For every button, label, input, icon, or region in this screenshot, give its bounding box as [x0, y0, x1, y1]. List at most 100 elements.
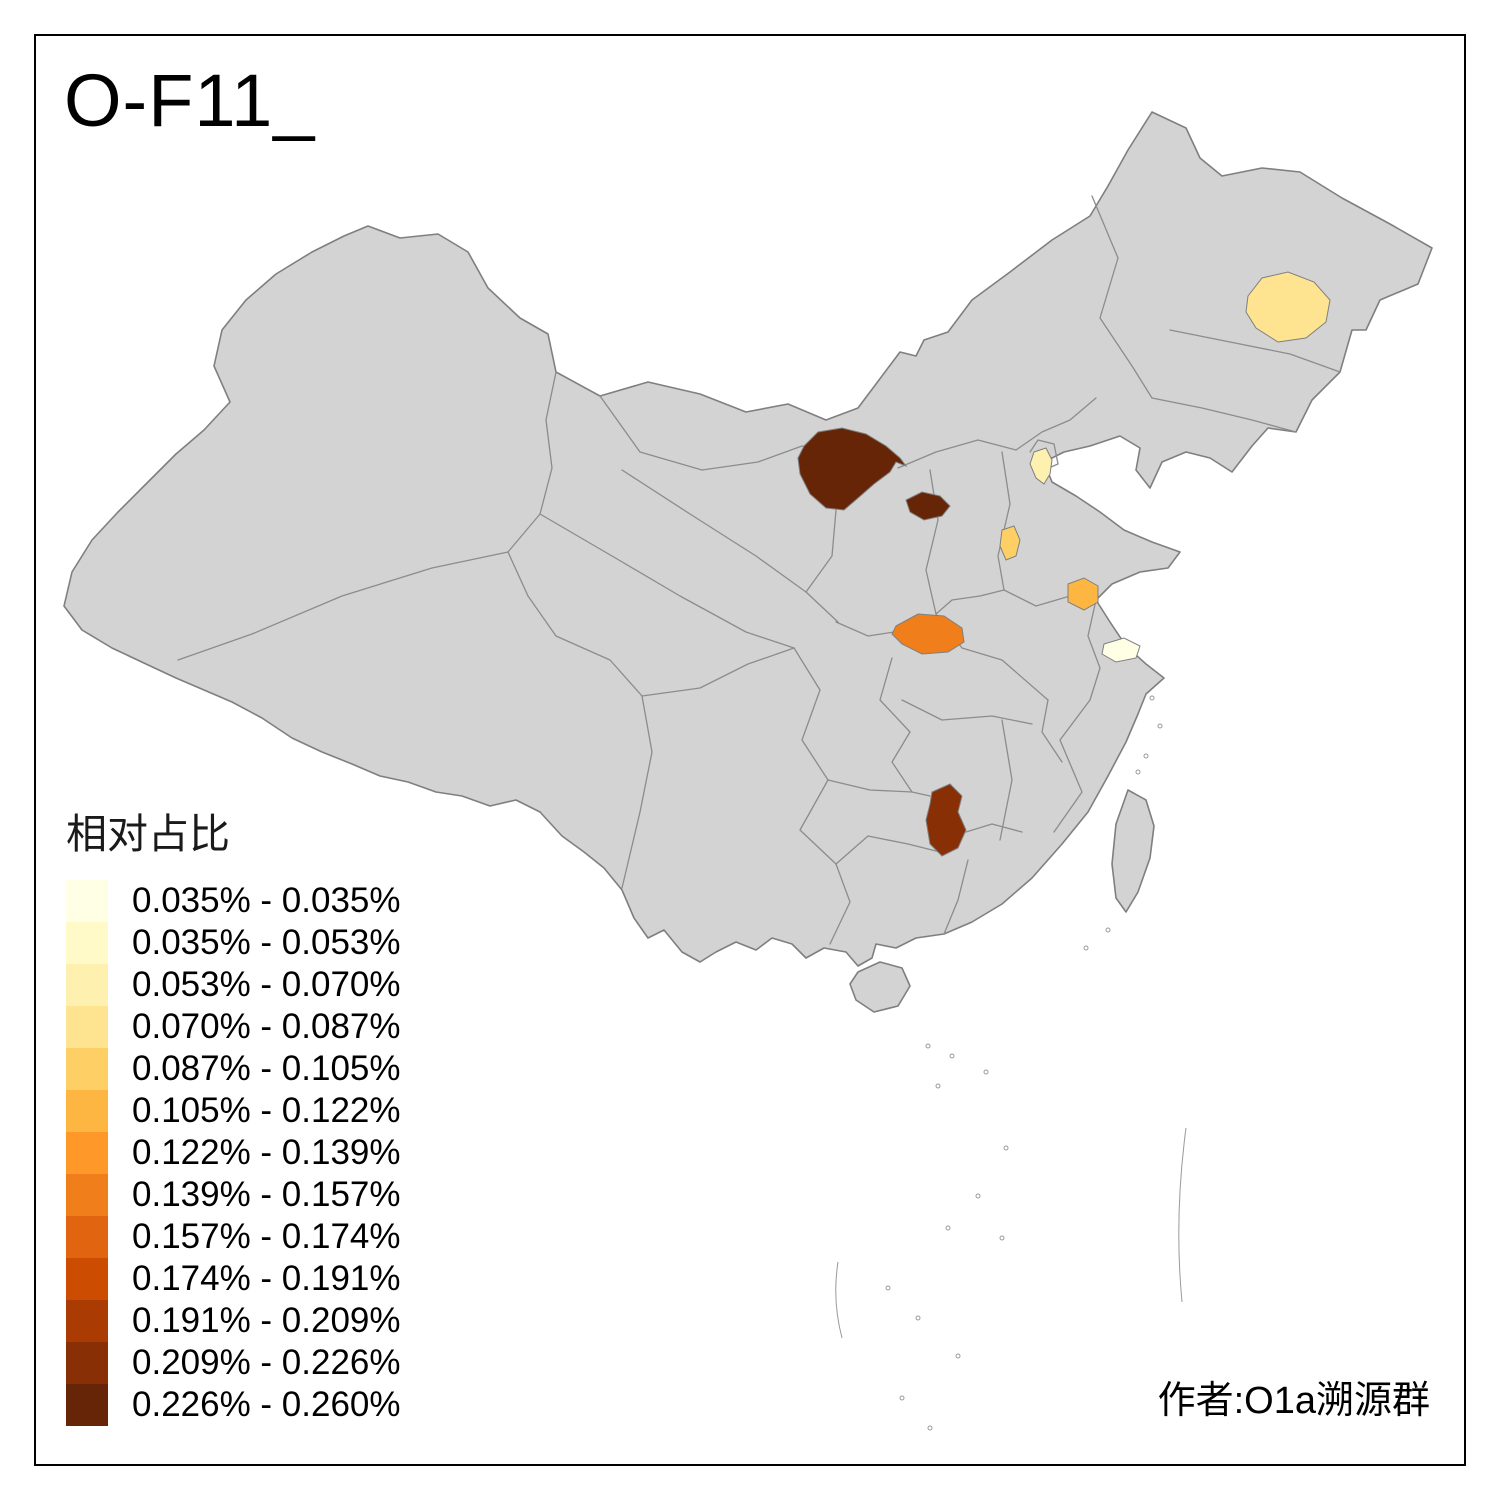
- legend-label: 0.053% - 0.070%: [132, 965, 401, 1004]
- legend-swatch: [66, 1006, 108, 1048]
- islet-dot: [885, 1285, 891, 1291]
- legend-label: 0.122% - 0.139%: [132, 1133, 401, 1172]
- legend-swatch: [66, 1258, 108, 1300]
- legend-label: 0.035% - 0.035%: [132, 881, 401, 920]
- legend-title: 相对占比: [66, 811, 230, 857]
- province-border-line: [965, 823, 1023, 833]
- islet-dot: [1083, 945, 1089, 951]
- province-border-line: [999, 719, 1013, 841]
- province-border-line: [621, 469, 839, 623]
- legend-swatch: [66, 1384, 108, 1426]
- province-border-line: [879, 657, 913, 793]
- legend-row: 0.139% - 0.157%: [66, 1174, 401, 1216]
- region-south-hebei: [999, 525, 1021, 561]
- attribution-text: 作者:O1a溯源群: [1157, 1380, 1430, 1422]
- region-northeast: [1245, 271, 1331, 343]
- legend-label: 0.157% - 0.174%: [132, 1217, 401, 1256]
- legend-row: 0.157% - 0.174%: [66, 1216, 401, 1258]
- province-border-line: [1169, 329, 1341, 373]
- islet-dot: [1157, 723, 1163, 729]
- islet-arc: [1178, 1127, 1187, 1303]
- province-border-line: [943, 859, 969, 935]
- province-border-line: [799, 779, 837, 865]
- province-borders: [177, 195, 1341, 945]
- hainan-island: [849, 961, 911, 1013]
- islet-dot: [999, 1235, 1005, 1241]
- legend-label: 0.209% - 0.226%: [132, 1343, 401, 1382]
- province-border-line: [897, 397, 1097, 469]
- legend-row: 0.122% - 0.139%: [66, 1132, 401, 1174]
- legend-swatch: [66, 1342, 108, 1384]
- province-border-line: [935, 589, 1005, 615]
- province-border-line: [901, 699, 1033, 725]
- legend-row: 0.226% - 0.260%: [66, 1384, 401, 1426]
- legend-label: 0.035% - 0.053%: [132, 923, 401, 962]
- legend-swatch: [66, 880, 108, 922]
- legend-row: 0.087% - 0.105%: [66, 1048, 401, 1090]
- legend-label: 0.087% - 0.105%: [132, 1049, 401, 1088]
- legend-label: 0.191% - 0.209%: [132, 1301, 401, 1340]
- legend-swatch: [66, 1132, 108, 1174]
- province-border-line: [507, 371, 557, 553]
- province-border-line: [507, 551, 643, 697]
- islet-dot: [949, 1053, 955, 1059]
- islet-dot: [927, 1425, 933, 1431]
- legend-row: 0.035% - 0.053%: [66, 922, 401, 964]
- legend-label: 0.139% - 0.157%: [132, 1175, 401, 1214]
- region-guizhou: [925, 783, 967, 857]
- islet-dot: [899, 1395, 905, 1401]
- province-border-line: [1029, 439, 1059, 471]
- legend-label: 0.105% - 0.122%: [132, 1091, 401, 1130]
- province-border-line: [835, 621, 895, 637]
- islet-dot: [935, 1083, 941, 1089]
- region-west-shandong: [1067, 577, 1099, 611]
- legend-row: 0.105% - 0.122%: [66, 1090, 401, 1132]
- legend-swatch: [66, 922, 108, 964]
- plot-title: O-F11_: [64, 59, 316, 142]
- islet-dot: [945, 1225, 951, 1231]
- islet-dot: [1105, 927, 1111, 933]
- legend-row: 0.070% - 0.087%: [66, 1006, 401, 1048]
- province-border-line: [829, 863, 851, 945]
- legend-label: 0.174% - 0.191%: [132, 1259, 401, 1298]
- province-border-line: [793, 647, 829, 781]
- province-border-line: [539, 513, 795, 649]
- islet-dot: [975, 1193, 981, 1199]
- islet-dot: [1135, 769, 1141, 775]
- islet-dot: [1149, 695, 1155, 701]
- legend-row: 0.209% - 0.226%: [66, 1342, 401, 1384]
- province-border-line: [1053, 699, 1091, 833]
- province-border-line: [641, 647, 795, 697]
- legend-row: 0.035% - 0.035%: [66, 880, 401, 922]
- legend-swatch: [66, 1216, 108, 1258]
- legend-row: 0.191% - 0.209%: [66, 1300, 401, 1342]
- south-china-sea-islets: [835, 695, 1187, 1431]
- province-border-line: [805, 509, 837, 593]
- legend-label: 0.226% - 0.260%: [132, 1385, 401, 1424]
- plot-frame: [34, 34, 1466, 1466]
- province-border-line: [1087, 599, 1101, 701]
- legend: 相对占比 0.035% - 0.035% 0.035% - 0.053% 0.053…: [66, 800, 401, 1426]
- province-border-line: [1091, 195, 1153, 399]
- islet-arc: [835, 1261, 843, 1339]
- legend-rows: 0.035% - 0.035% 0.035% - 0.053% 0.053% - 0…: [66, 880, 401, 1426]
- legend-label: 0.070% - 0.087%: [132, 1007, 401, 1046]
- islet-dot: [955, 1353, 961, 1359]
- region-north-shaanxi: [905, 491, 951, 521]
- choropleth-regions: [797, 271, 1331, 857]
- region-beijing: [1029, 447, 1053, 485]
- islet-dot: [1143, 753, 1149, 759]
- legend-swatch: [66, 1174, 108, 1216]
- province-border-line: [835, 835, 941, 865]
- region-ordos: [797, 427, 908, 511]
- legend-swatch: [66, 1090, 108, 1132]
- islet-dot: [983, 1069, 989, 1075]
- province-border-line: [621, 695, 653, 889]
- taiwan-island: [1111, 789, 1155, 913]
- province-border-line: [177, 551, 509, 661]
- legend-swatch: [66, 1300, 108, 1342]
- legend-swatch: [66, 964, 108, 1006]
- islet-dot: [925, 1043, 931, 1049]
